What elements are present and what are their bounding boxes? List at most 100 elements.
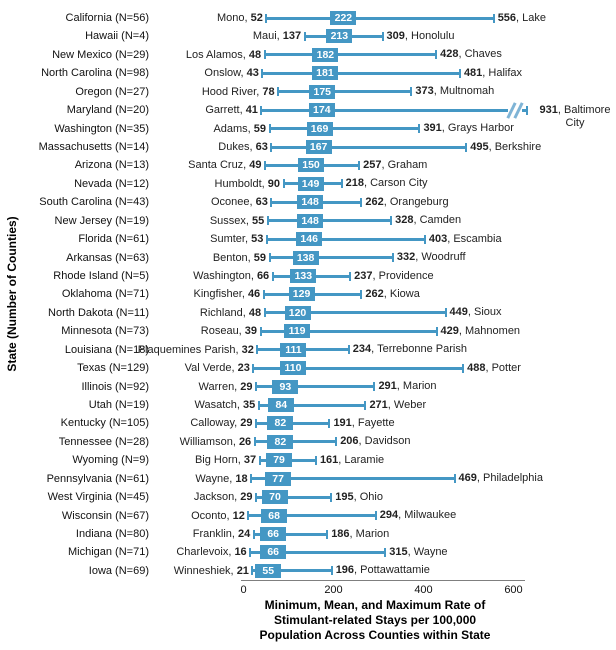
- mean-value-box: 149: [297, 176, 324, 191]
- mean-value: 66: [267, 546, 280, 559]
- mean-value-box: 120: [284, 305, 311, 320]
- range-whisker: [265, 53, 437, 57]
- max-value: 186: [331, 527, 350, 540]
- state-label: Louisiana (N=18): [64, 343, 149, 356]
- max-value: 196: [335, 564, 355, 577]
- range-whisker: [254, 532, 328, 536]
- range-whisker: [270, 127, 420, 131]
- max-value: 206: [340, 435, 359, 448]
- min-value: 29: [240, 491, 253, 504]
- range-whisker: [270, 256, 393, 260]
- range-whisker: [261, 108, 508, 112]
- min-value: 78: [262, 85, 275, 98]
- mean-value: 79: [273, 454, 285, 467]
- max-cap: [330, 492, 333, 502]
- mean-value-box: 213: [326, 29, 353, 44]
- max-value: 234: [352, 343, 372, 356]
- mean-value-box: 82: [267, 416, 294, 431]
- min-value: 12: [232, 509, 245, 522]
- min-county-label: Franklin, 24: [192, 528, 251, 541]
- min-county-label: Dukes, 63: [218, 141, 268, 153]
- state-label: Arkansas (N=63): [66, 251, 149, 264]
- min-value: 23: [237, 362, 250, 375]
- mean-value-box: 129: [288, 287, 315, 302]
- min-value: 63: [255, 141, 268, 153]
- min-county-label: Plaquemines Parish, 32: [137, 343, 254, 356]
- state-label: Pennsylvania (N=61): [46, 472, 149, 485]
- max-county-label: 237, Providence: [354, 269, 434, 282]
- max-county-label: 328, Camden: [395, 214, 462, 227]
- max-county-label: 428, Chaves: [440, 48, 502, 61]
- mean-value-box: 55: [255, 563, 282, 578]
- max-value: 262: [365, 287, 384, 300]
- mean-value-box: 146: [296, 232, 323, 247]
- state-label: Florida (N=61): [78, 233, 149, 246]
- min-cap: [282, 179, 285, 189]
- min-county-label: Garrett, 41: [205, 104, 258, 117]
- max-county-label: 469, Philadelphia: [458, 472, 543, 485]
- state-label: Indiana (N=80): [75, 528, 149, 541]
- mean-value: 181: [316, 67, 334, 80]
- range-whisker-after-break: [522, 108, 528, 112]
- max-county-label: 495, Berkshire: [470, 140, 542, 153]
- max-value: 332: [396, 251, 416, 264]
- max-county-label: 373, Multnomah: [415, 85, 495, 98]
- mean-value: 70: [269, 491, 281, 504]
- min-county-label: Oconee, 63: [210, 196, 268, 209]
- mean-value: 129: [292, 288, 311, 301]
- max-value: 428: [440, 48, 459, 61]
- max-cap: [391, 253, 394, 263]
- mean-value: 119: [288, 325, 306, 338]
- min-value: 32: [241, 343, 254, 356]
- mean-value: 66: [267, 528, 280, 541]
- state-label: New Jersey (N=19): [54, 214, 149, 227]
- max-county-label: 315, Wayne: [389, 545, 448, 558]
- max-cap: [418, 124, 421, 134]
- max-cap: [328, 418, 331, 428]
- min-value: 39: [244, 325, 258, 338]
- range-whisker: [267, 237, 425, 241]
- min-cap: [265, 234, 268, 244]
- min-cap: [255, 418, 258, 428]
- mean-value: 93: [279, 380, 292, 393]
- min-value: 37: [243, 454, 257, 467]
- mean-value: 148: [301, 214, 319, 227]
- state-label: Massachusetts (N=14): [38, 141, 149, 153]
- range-whisker: [248, 514, 376, 518]
- max-cap: [526, 105, 528, 115]
- max-cap: [360, 197, 363, 207]
- state-label: Utah (N=19): [88, 399, 149, 412]
- min-county-label: Los Alamos, 48: [185, 48, 262, 61]
- mean-value-box: 169: [306, 121, 333, 136]
- mean-value-box: 119: [284, 324, 311, 339]
- min-county-label: Adams, 59: [213, 122, 267, 135]
- mean-value: 213: [330, 30, 349, 43]
- range-whisker: [261, 329, 437, 333]
- min-county-label: Wayne, 18: [195, 472, 248, 485]
- min-county-label: Benton, 59: [212, 251, 267, 264]
- x-axis-title-line-2: Stimulant-related Stays per 100,000: [273, 613, 477, 627]
- max-cap: [330, 566, 333, 576]
- max-cap: [340, 179, 343, 189]
- min-cap: [266, 216, 269, 226]
- min-county-label: Washington, 66: [193, 270, 270, 283]
- min-value: 48: [248, 48, 262, 61]
- mean-value-box: 79: [266, 453, 293, 468]
- max-value: 271: [369, 398, 388, 411]
- min-cap: [257, 400, 260, 410]
- range-whisker: [252, 569, 332, 573]
- mean-value: 167: [309, 141, 328, 153]
- max-county-label: 556, Lake: [497, 11, 547, 24]
- max-cap: [458, 68, 461, 78]
- min-cap: [268, 124, 271, 134]
- mean-value-box: 66: [260, 527, 287, 542]
- range-whisker: [271, 145, 467, 149]
- mean-value-box: 93: [272, 379, 299, 394]
- max-county-label: 271, Weber: [369, 398, 427, 411]
- max-county-label: 488, Potter: [467, 361, 521, 374]
- mean-value: 111: [285, 343, 302, 356]
- min-county-label: Sussex, 55: [209, 214, 265, 227]
- max-cap: [314, 455, 317, 465]
- state-label: West Virginia (N=45): [47, 491, 149, 504]
- range-whisker: [268, 219, 392, 223]
